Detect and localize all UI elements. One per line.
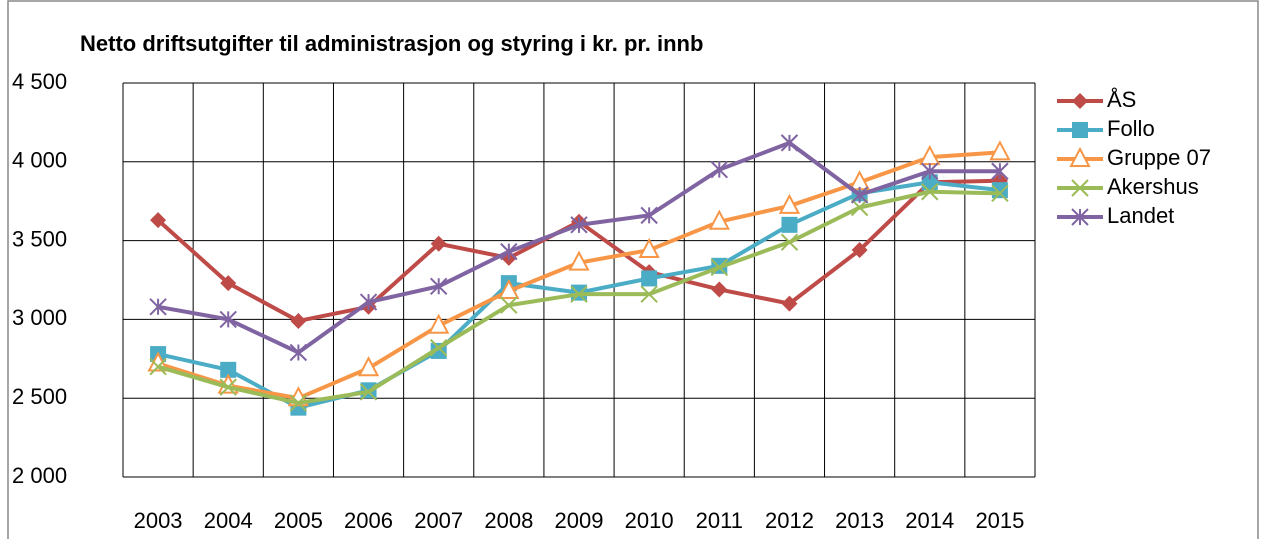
marker xyxy=(149,298,167,316)
legend-label: ÅS xyxy=(1107,87,1136,112)
marker xyxy=(780,134,799,152)
legend-label: Landet xyxy=(1107,203,1174,228)
marker xyxy=(781,216,798,233)
x-tick-label: 2011 xyxy=(696,508,743,533)
marker xyxy=(357,356,380,377)
marker xyxy=(991,182,1008,199)
y-tick-label: 4 000 xyxy=(12,148,67,173)
marker xyxy=(1071,208,1089,226)
marker xyxy=(1069,146,1091,167)
x-tick-label: 2007 xyxy=(414,508,463,533)
chart-title: Netto driftsutgifter til administrasjon … xyxy=(80,31,703,56)
x-tick-label: 2015 xyxy=(975,508,1024,533)
x-tick-label: 2005 xyxy=(274,508,323,533)
marker xyxy=(289,343,308,362)
marker xyxy=(640,285,658,303)
marker xyxy=(921,183,939,201)
y-tick-label: 3 500 xyxy=(12,226,67,251)
marker xyxy=(500,296,518,314)
marker xyxy=(641,270,658,287)
marker xyxy=(570,216,588,234)
marker xyxy=(710,258,729,277)
marker xyxy=(220,361,237,378)
x-tick-label: 2014 xyxy=(905,508,954,533)
marker xyxy=(428,313,450,334)
marker xyxy=(150,212,167,229)
marker xyxy=(638,237,660,259)
x-tick-label: 2006 xyxy=(344,508,393,533)
x-tick-label: 2008 xyxy=(484,508,533,533)
legend-label: Gruppe 07 xyxy=(1107,145,1211,170)
marker xyxy=(991,184,1009,203)
marker xyxy=(710,160,729,179)
marker xyxy=(359,383,378,401)
y-tick-label: 3 000 xyxy=(12,305,67,330)
marker xyxy=(500,242,518,261)
marker xyxy=(568,250,590,271)
marker xyxy=(781,295,798,312)
marker xyxy=(430,235,447,252)
y-tick-label: 4 500 xyxy=(12,69,67,94)
marker xyxy=(289,394,308,412)
marker xyxy=(921,162,939,180)
marker xyxy=(149,357,167,376)
legend-label: Follo xyxy=(1107,116,1155,141)
marker xyxy=(780,233,799,251)
marker xyxy=(359,293,378,311)
marker xyxy=(850,198,869,217)
marker xyxy=(220,275,237,292)
x-tick-label: 2004 xyxy=(204,508,253,533)
marker xyxy=(1072,93,1088,109)
legend-label: Akershus xyxy=(1107,174,1199,199)
marker xyxy=(219,378,237,396)
marker xyxy=(1072,122,1088,138)
marker xyxy=(991,162,1009,180)
marker xyxy=(219,310,237,329)
marker xyxy=(570,285,588,303)
marker xyxy=(498,278,520,300)
marker xyxy=(711,281,728,298)
x-tick-label: 2013 xyxy=(835,508,884,533)
x-tick-label: 2010 xyxy=(625,508,674,533)
x-tick-label: 2003 xyxy=(134,508,183,533)
marker xyxy=(778,193,801,214)
marker xyxy=(429,277,448,296)
marker xyxy=(989,140,1011,161)
y-tick-label: 2 000 xyxy=(12,463,67,488)
marker xyxy=(640,206,658,225)
chart-frame xyxy=(7,0,1259,539)
marker xyxy=(921,174,938,191)
marker xyxy=(851,242,868,259)
marker xyxy=(429,339,448,357)
y-tick-label: 2 500 xyxy=(12,384,67,409)
x-tick-label: 2012 xyxy=(765,508,814,533)
marker xyxy=(850,186,869,204)
marker xyxy=(290,312,307,329)
marker xyxy=(1071,179,1089,197)
marker xyxy=(708,209,730,230)
x-tick-label: 2009 xyxy=(555,508,604,533)
